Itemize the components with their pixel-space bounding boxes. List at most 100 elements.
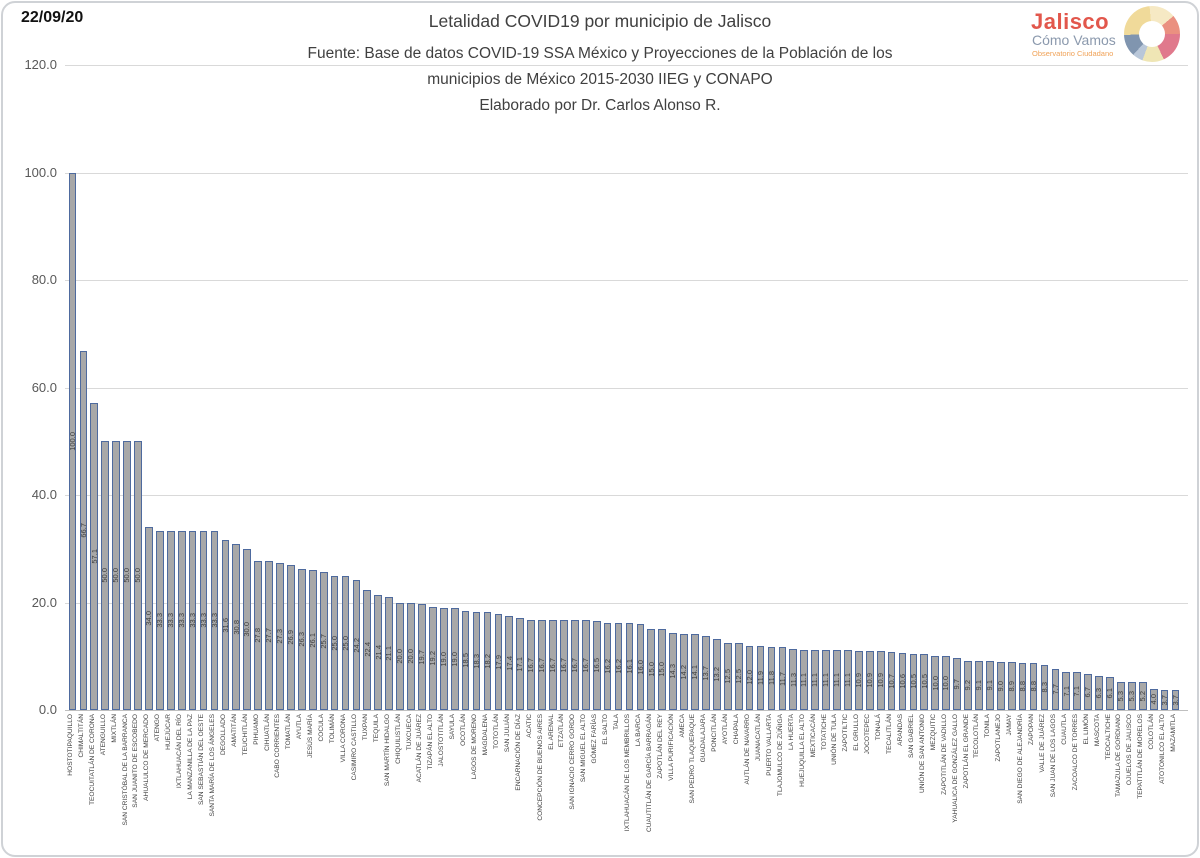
bar-value-label: 27.3 [275,563,286,710]
bar-value-label: 18.2 [482,612,493,710]
bar [450,607,459,710]
bar-value-label: 8.8 [1028,663,1039,710]
bar-value-label: 15.0 [646,629,657,710]
bar [1138,682,1147,710]
bar [723,642,732,710]
bar-value-text: 25.0 [340,635,350,651]
bar [527,620,536,710]
x-axis-category-label: PIHUAMO [252,714,260,745]
bar-value-text: 19.0 [449,651,459,667]
bar-value-label: 11.1 [842,650,853,710]
y-axis-tick-label: 120.0 [24,57,57,72]
x-axis-category-label: CUAUTLA [1060,714,1068,745]
x-axis-category-label: SAN MARTÍN HIDALGO [383,714,391,787]
bar-value-label: 11.8 [766,647,777,710]
bar-value-label: 33.3 [165,531,176,710]
x-axis-category-label: EL SALTO [602,714,610,745]
x-axis-category-label: AYUTLA [296,714,304,740]
bar-value-label: 10.7 [886,652,897,710]
bar-value-text: 11.7 [777,671,787,686]
bar [429,606,437,710]
bar-value-text: 33.3 [155,613,165,628]
bar [363,589,372,710]
gridline-40 [65,495,1188,496]
bar [702,636,710,710]
bar-value-text: 11.1 [799,673,809,688]
x-axis-category-label: VILLA CORONA [340,714,347,763]
bar [418,604,426,710]
bar [658,629,667,710]
x-axis-category-label: LA BARCA [634,714,642,747]
x-axis-category-label: ACATIC [525,714,533,738]
bar-value-label: 14.3 [668,633,679,710]
bar [483,612,492,710]
bar-value-text: 10.5 [908,674,918,690]
bar [745,645,754,710]
bar-value-text: 11.1 [810,673,820,688]
bar [221,540,230,710]
bar-value-text: 100.0 [67,431,77,451]
x-axis-category-label: JUANACATLÁN [755,714,763,762]
bar-value-label: 10.0 [930,656,941,710]
bar [472,611,481,710]
bar-value-text: 16.7 [581,657,590,673]
bar-value-text: 18.2 [482,653,492,669]
bar [1084,673,1093,710]
bar [276,563,284,710]
bar-value-text: 19.7 [417,649,427,665]
bar-value-text: 8.3 [1039,682,1049,693]
x-axis-category-label: SAN IGNACIO CERRO GORDO [569,714,577,810]
bar-value-label: 22.4 [362,590,373,710]
bar-value-label: 14.1 [690,634,701,710]
bar [155,531,164,710]
bar-value-label: 26.1 [307,570,318,710]
bar-value-label: 16.7 [569,620,580,710]
x-axis-category-label: MEZQUITIC [929,714,937,751]
bar [199,531,208,710]
bar-value-text: 33.3 [187,613,197,628]
bar-value-text: 18.5 [460,652,470,668]
bar [865,651,874,710]
bar [516,618,525,710]
bar-value-label: 19.0 [438,608,449,710]
bar-value-label: 33.3 [209,531,220,710]
bar [538,620,546,710]
bar [887,652,896,710]
bar-value-text: 22.4 [362,642,372,658]
bar [581,620,590,710]
bar-value-label: 13.2 [711,639,722,710]
gridline-60 [65,387,1188,389]
bar-value-label: 17.1 [515,618,526,710]
x-axis-category-label: MAZAMITLA [1170,714,1178,752]
bar [177,531,186,710]
x-axis-category-label: OCOTLÁN [460,714,468,746]
x-axis-category-label: ZAPOTLÁN EL GRANDE [962,714,970,789]
x-axis-category-label: LA HUERTA [787,714,795,751]
x-axis-category-label: ACATLÁN DE JUÁREZ [416,714,424,783]
x-axis-category-label: SAN GABRIEL [907,714,915,758]
x-axis-category-label: ENCARNACIÓN DE DÍAZ [514,714,522,791]
bar-value-label: 16.7 [558,620,569,710]
x-axis-category-label: VALLE DE JUÁREZ [1038,714,1046,773]
bar-value-label: 16.2 [602,623,613,710]
bar-value-label: 9.7 [952,658,963,710]
bar-value-label: 6.3 [1094,676,1105,710]
bar-value-text: 3.7 [1159,694,1169,706]
bar-value-label: 15.0 [657,629,668,710]
bar [767,646,776,710]
bar-value-text: 17.1 [515,656,525,672]
bar [265,561,273,710]
logo-text-jalisco: Jalisco [1031,9,1110,34]
bar [232,544,241,710]
x-axis-category-label: AUTLÁN DE NAVARRO [744,714,752,785]
bar [134,441,142,710]
bar [90,403,99,710]
bar-value-label: 20.0 [406,603,417,711]
bar-value-text: 17.4 [504,655,514,671]
bar-value-text: 5.3 [1116,690,1126,701]
bar-value-text: 33.3 [209,613,219,628]
bar-value-text: 9.1 [985,680,995,691]
x-axis-category-label: TALA [613,714,621,731]
bar-value-text: 27.7 [264,628,274,643]
bar-value-text: 10.6 [897,674,907,689]
